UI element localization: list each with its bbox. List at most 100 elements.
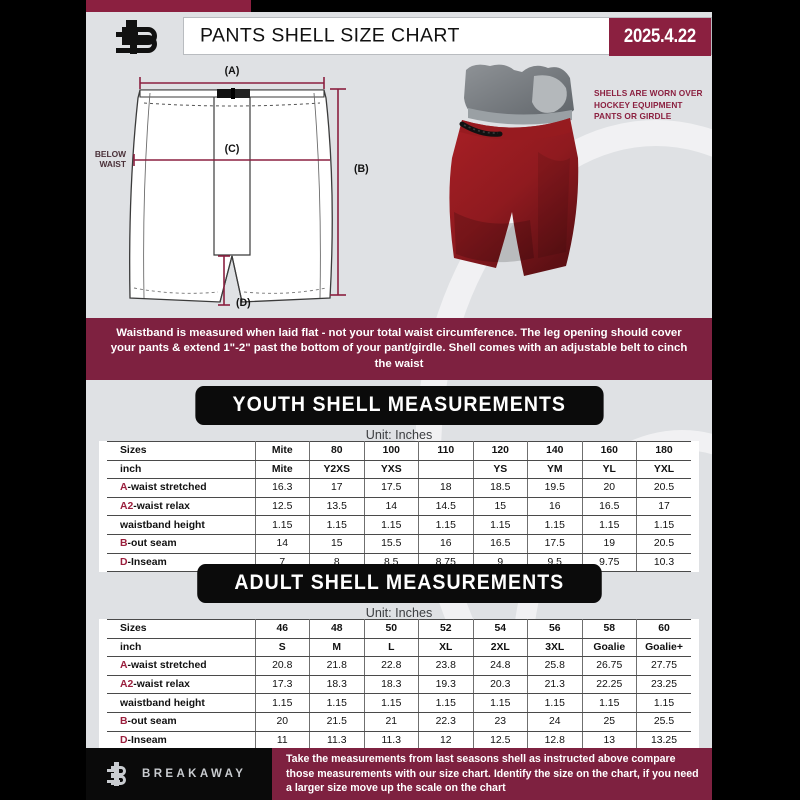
table-cell: Goalie <box>581 637 637 658</box>
table-cell: 80 <box>309 441 365 461</box>
table-cell: 12.5 <box>472 730 528 751</box>
table-cell: 17.5 <box>527 533 583 554</box>
table-row: A2-waist relax 12.5 13.5 14 14.5 15 16 16.5 17 <box>107 496 691 517</box>
row-label-key: A2 <box>120 679 134 691</box>
table-cell: YM <box>527 459 583 480</box>
row-label: inch <box>107 637 256 658</box>
table-cell <box>418 459 474 480</box>
table-cell: 1.15 <box>363 693 419 713</box>
table-cell: 22.3 <box>418 711 474 732</box>
below-waist-label-line2: WAIST <box>99 159 126 169</box>
table-cell: 17.5 <box>363 478 419 498</box>
table-cell: 25 <box>581 711 637 732</box>
table-cell: 14 <box>363 496 419 517</box>
row-label: waistband height <box>107 515 256 535</box>
table-cell: 18.5 <box>472 478 528 498</box>
table-cell: 24 <box>527 711 583 732</box>
table-cell: 1.15 <box>636 515 691 535</box>
table-cell: 1.15 <box>254 515 310 535</box>
row-label: inch <box>107 459 256 480</box>
table-cell: Goalie+ <box>636 637 691 658</box>
table-cell: 1.15 <box>472 515 528 535</box>
row-label: A2-waist relax <box>107 496 256 517</box>
adult-banner-label: ADULT SHELL MEASUREMENTS <box>196 564 602 603</box>
table-cell: 1.15 <box>418 693 474 713</box>
adult-unit-label: Unit: Inches <box>365 606 433 620</box>
table-cell: 20.5 <box>636 533 691 554</box>
table-cell: S <box>254 637 310 658</box>
table-cell: 1.15 <box>309 693 365 713</box>
adult-section-header: ADULT SHELL MEASUREMENTS Unit: Inches <box>86 564 712 620</box>
table-cell: 10.3 <box>636 552 691 573</box>
row-label: Sizes <box>107 619 256 639</box>
table-cell: 25.8 <box>527 656 583 676</box>
title-bar: PANTS SHELL SIZE CHART 2025.4.22 <box>183 17 712 56</box>
row-label-key: A <box>120 660 128 672</box>
product-photo <box>449 64 579 276</box>
table-cell: 16 <box>527 496 583 517</box>
below-waist-label-line1: 7'' BELOW <box>92 149 126 159</box>
table-cell: 11 <box>254 730 310 751</box>
row-label-key: B <box>120 538 128 550</box>
row-label: B-out seam <box>107 711 256 732</box>
table-cell: 1.15 <box>527 515 583 535</box>
table-cell: 16 <box>418 533 474 554</box>
row-label-key: D <box>120 734 128 746</box>
date-badge: 2025.4.22 <box>609 18 711 56</box>
table-cell: 1.15 <box>363 515 419 535</box>
table-row: Sizes Mite 80 100 110 120 140 160 180 <box>107 441 691 461</box>
youth-banner-label: YOUTH SHELL MEASUREMENTS <box>195 386 603 425</box>
dim-label-d: (D) <box>236 297 251 309</box>
table-cell: 26.75 <box>581 656 637 676</box>
table-row: waistband height 1.15 1.15 1.15 1.15 1.15 1.15… <box>107 693 691 713</box>
table-cell: 120 <box>472 441 528 461</box>
table-cell: 16.3 <box>254 478 310 498</box>
table-cell: Mite <box>254 441 310 461</box>
table-cell: 17 <box>309 478 365 498</box>
table-cell: 21.5 <box>309 711 365 732</box>
dim-label-a: (A) <box>225 65 240 77</box>
table-cell: 17 <box>636 496 691 517</box>
table-cell: 46 <box>254 619 310 639</box>
table-cell: 19.5 <box>527 478 583 498</box>
table-cell: YXS <box>363 459 419 480</box>
table-cell: XL <box>418 637 474 658</box>
table-cell: L <box>363 637 419 658</box>
table-row: Sizes 46 48 50 52 54 56 58 60 <box>107 619 691 639</box>
table-cell: 20 <box>581 478 637 498</box>
table-cell: 1.15 <box>254 693 310 713</box>
row-label: waistband height <box>107 693 256 713</box>
size-chart-page: PANTS SHELL SIZE CHART 2025.4.22 <box>86 0 712 800</box>
table-cell: 23.25 <box>636 674 691 695</box>
youth-measurements-table: Sizes Mite 80 100 110 120 140 160 180 inch Mite Y2X… <box>107 441 691 573</box>
youth-unit-label: Unit: Inches <box>365 428 433 442</box>
letterbox-left <box>0 0 86 800</box>
row-label: B-out seam <box>107 533 256 554</box>
adult-table-container: Sizes 46 48 50 52 54 56 58 60 inch S M L XL 2XL 3XL Goal… <box>99 619 699 751</box>
table-cell: 23.8 <box>418 656 474 676</box>
table-cell: 1.15 <box>472 693 528 713</box>
row-label-key: D <box>120 556 128 568</box>
table-cell: 12.5 <box>254 496 310 517</box>
table-cell: 18.3 <box>363 674 419 695</box>
table-cell: 1.15 <box>418 515 474 535</box>
table-cell: 16.5 <box>472 533 528 554</box>
table-cell: YS <box>472 459 528 480</box>
table-row: D-Inseam 11 11.3 11.3 12 12.5 12.8 13 13.25 <box>107 730 691 751</box>
table-cell: 54 <box>472 619 528 639</box>
breakaway-footer-logo-icon <box>104 759 134 789</box>
measurement-info-banner: Waistband is measured when laid flat - n… <box>86 318 712 380</box>
table-cell: 1.15 <box>309 515 365 535</box>
table-cell: M <box>309 637 365 658</box>
table-cell: 20 <box>254 711 310 732</box>
row-label: Sizes <box>107 441 256 461</box>
table-cell: 14 <box>254 533 310 554</box>
page-footer: BREAKAWAY Take the measurements from las… <box>86 748 712 800</box>
table-cell: 11.3 <box>309 730 365 751</box>
footer-brand-name: BREAKAWAY <box>142 768 247 780</box>
table-cell: 1.15 <box>636 693 691 713</box>
table-cell: 15.5 <box>363 533 419 554</box>
table-cell: 180 <box>636 441 691 461</box>
table-cell: 58 <box>581 619 637 639</box>
table-cell: 13.5 <box>309 496 365 517</box>
